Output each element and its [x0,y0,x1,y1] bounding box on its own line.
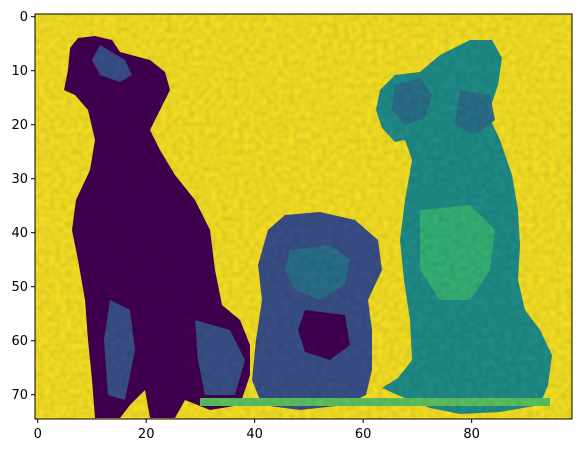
y-tick-label: 50 [11,280,28,295]
y-tick-label: 20 [11,118,28,133]
x-axis: 0 20 40 60 80 [34,419,480,442]
x-tick-label: 60 [355,427,372,442]
x-tick-label: 80 [463,427,480,442]
y-tick-label: 40 [11,226,28,241]
heatmap-image [35,14,572,419]
axes-frame [34,13,573,420]
x-tick-label: 20 [138,427,155,442]
y-tick-label: 10 [11,64,28,79]
x-tick-label: 40 [246,427,263,442]
y-tick-label: 60 [11,334,28,349]
x-tick-label: 0 [34,427,42,442]
y-tick-label: 0 [20,10,28,25]
y-axis: 0 10 20 30 40 50 60 70 [11,10,35,403]
y-tick-label: 70 [11,388,28,403]
y-tick-label: 30 [11,172,28,187]
